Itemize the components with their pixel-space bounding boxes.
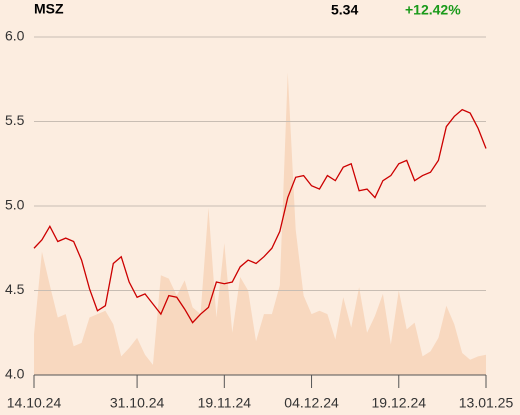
change: +12.42% <box>405 2 461 18</box>
y-tick-label: 5.0 <box>5 197 25 213</box>
price: 5.34 <box>331 2 358 18</box>
y-tick-label: 6.0 <box>5 28 25 44</box>
x-tick-label: 13.01.25 <box>459 395 514 411</box>
volume-area <box>34 72 486 376</box>
x-tick-label: 04.12.24 <box>284 395 339 411</box>
x-tick-label: 19.11.24 <box>198 395 252 411</box>
x-tick-label: 19.12.24 <box>372 395 427 411</box>
symbol: MSZ <box>34 1 64 17</box>
y-tick-label: 4.5 <box>5 281 25 297</box>
x-tick-label: 14.10.24 <box>7 395 62 411</box>
y-tick-label: 5.5 <box>5 112 25 128</box>
y-tick-label: 4.0 <box>5 366 25 382</box>
price-line <box>33 108 487 324</box>
x-tick-label: 31.10.24 <box>110 395 165 411</box>
